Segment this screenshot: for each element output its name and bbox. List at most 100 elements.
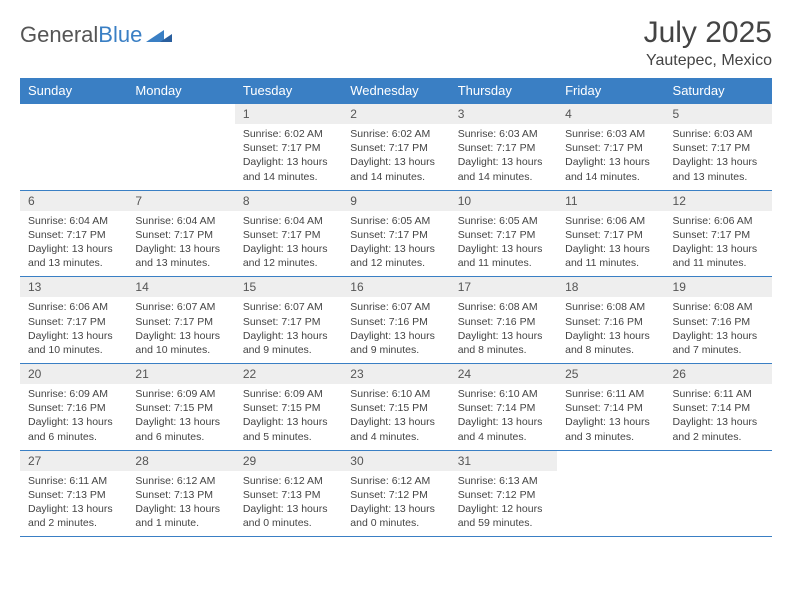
calendar-cell: 27Sunrise: 6:11 AMSunset: 7:13 PMDayligh… [20, 450, 127, 537]
calendar-cell: 2 Sunrise: 6:02 AMSunset: 7:17 PMDaylight… [342, 104, 449, 191]
day-body: Sunrise: 6:10 AMSunset: 7:15 PMDaylight:… [342, 384, 449, 450]
calendar-cell: 14Sunrise: 6:07 AMSunset: 7:17 PMDayligh… [127, 277, 234, 364]
sunrise-text: Sunrise: 6:06 AM [565, 214, 656, 228]
day-number: 25 [557, 364, 664, 384]
calendar-cell: 15Sunrise: 6:07 AMSunset: 7:17 PMDayligh… [235, 277, 342, 364]
day-body: Sunrise: 6:05 AMSunset: 7:17 PMDaylight:… [342, 211, 449, 277]
sunset-text: Sunset: 7:17 PM [243, 228, 334, 242]
brand-general: General [20, 22, 98, 47]
daylight-text: Daylight: 13 hours and 11 minutes. [565, 242, 656, 270]
daylight-text: Daylight: 13 hours and 12 minutes. [243, 242, 334, 270]
day-body: Sunrise: 6:08 AMSunset: 7:16 PMDaylight:… [557, 297, 664, 363]
sunrise-text: Sunrise: 6:08 AM [673, 300, 764, 314]
brand-mark-icon [146, 24, 172, 47]
daylight-text: Daylight: 13 hours and 8 minutes. [458, 329, 549, 357]
header: GeneralBlue July 2025 Yautepec, Mexico [20, 16, 772, 70]
daylight-text: Daylight: 13 hours and 14 minutes. [565, 155, 656, 183]
brand-blue: Blue [98, 22, 142, 47]
daylight-text: Daylight: 12 hours and 59 minutes. [458, 502, 549, 530]
sunset-text: Sunset: 7:16 PM [565, 315, 656, 329]
day-number: 8 [235, 191, 342, 211]
calendar-cell: 3Sunrise: 6:03 AMSunset: 7:17 PMDaylight… [450, 104, 557, 191]
sunrise-text: Sunrise: 6:13 AM [458, 474, 549, 488]
day-number: 28 [127, 451, 234, 471]
sunrise-text: Sunrise: 6:07 AM [243, 300, 334, 314]
daylight-text: Daylight: 13 hours and 3 minutes. [565, 415, 656, 443]
day-number: 2 [342, 104, 449, 124]
calendar-cell: 28Sunrise: 6:12 AMSunset: 7:13 PMDayligh… [127, 450, 234, 537]
day-body: Sunrise: 6:03 AMSunset: 7:17 PMDaylight:… [450, 124, 557, 190]
daylight-text: Daylight: 13 hours and 8 minutes. [565, 329, 656, 357]
sunrise-text: Sunrise: 6:12 AM [350, 474, 441, 488]
daylight-text: Daylight: 13 hours and 13 minutes. [28, 242, 119, 270]
page-subtitle: Yautepec, Mexico [644, 52, 772, 70]
sunrise-text: Sunrise: 6:06 AM [28, 300, 119, 314]
calendar-table: Sunday Monday Tuesday Wednesday Thursday… [20, 78, 772, 537]
day-number: 3 [450, 104, 557, 124]
calendar-cell [20, 104, 127, 191]
daylight-text: Daylight: 13 hours and 7 minutes. [673, 329, 764, 357]
day-body: Sunrise: 6:08 AMSunset: 7:16 PMDaylight:… [450, 297, 557, 363]
day-body: Sunrise: 6:10 AMSunset: 7:14 PMDaylight:… [450, 384, 557, 450]
daylight-text: Daylight: 13 hours and 4 minutes. [458, 415, 549, 443]
calendar-week-row: 20Sunrise: 6:09 AMSunset: 7:16 PMDayligh… [20, 364, 772, 451]
calendar-week-row: 6Sunrise: 6:04 AMSunset: 7:17 PMDaylight… [20, 190, 772, 277]
calendar-week-row: 1Sunrise: 6:02 AMSunset: 7:17 PMDaylight… [20, 104, 772, 191]
sunset-text: Sunset: 7:16 PM [350, 315, 441, 329]
sunrise-text: Sunrise: 6:05 AM [458, 214, 549, 228]
day-number: 26 [665, 364, 772, 384]
daylight-text: Daylight: 13 hours and 13 minutes. [673, 155, 764, 183]
day-number: 5 [665, 104, 772, 124]
day-body: Sunrise: 6:13 AMSunset: 7:12 PMDaylight:… [450, 471, 557, 537]
day-number: 4 [557, 104, 664, 124]
day-body: Sunrise: 6:05 AMSunset: 7:17 PMDaylight:… [450, 211, 557, 277]
sunset-text: Sunset: 7:14 PM [458, 401, 549, 415]
sunrise-text: Sunrise: 6:09 AM [243, 387, 334, 401]
sunset-text: Sunset: 7:17 PM [458, 141, 549, 155]
calendar-body: 1Sunrise: 6:02 AMSunset: 7:17 PMDaylight… [20, 104, 772, 537]
sunset-text: Sunset: 7:14 PM [565, 401, 656, 415]
sunset-text: Sunset: 7:16 PM [458, 315, 549, 329]
sunrise-text: Sunrise: 6:09 AM [28, 387, 119, 401]
daylight-text: Daylight: 13 hours and 12 minutes. [350, 242, 441, 270]
day-body: Sunrise: 6:12 AMSunset: 7:13 PMDaylight:… [235, 471, 342, 537]
sunset-text: Sunset: 7:17 PM [135, 315, 226, 329]
calendar-cell: 7Sunrise: 6:04 AMSunset: 7:17 PMDaylight… [127, 190, 234, 277]
day-body: Sunrise: 6:02 AMSunset: 7:17 PMDaylight:… [235, 124, 342, 190]
daylight-text: Daylight: 13 hours and 9 minutes. [350, 329, 441, 357]
sunrise-text: Sunrise: 6:09 AM [135, 387, 226, 401]
daylight-text: Daylight: 13 hours and 11 minutes. [458, 242, 549, 270]
sunset-text: Sunset: 7:14 PM [673, 401, 764, 415]
calendar-cell: 31Sunrise: 6:13 AMSunset: 7:12 PMDayligh… [450, 450, 557, 537]
day-body: Sunrise: 6:07 AMSunset: 7:16 PMDaylight:… [342, 297, 449, 363]
day-header: Friday [557, 78, 664, 104]
sunrise-text: Sunrise: 6:02 AM [350, 127, 441, 141]
day-number: 29 [235, 451, 342, 471]
title-block: July 2025 Yautepec, Mexico [644, 16, 772, 70]
daylight-text: Daylight: 13 hours and 14 minutes. [350, 155, 441, 183]
day-number: 27 [20, 451, 127, 471]
sunrise-text: Sunrise: 6:04 AM [243, 214, 334, 228]
sunrise-text: Sunrise: 6:03 AM [565, 127, 656, 141]
sunrise-text: Sunrise: 6:08 AM [565, 300, 656, 314]
calendar-cell: 21Sunrise: 6:09 AMSunset: 7:15 PMDayligh… [127, 364, 234, 451]
day-number: 23 [342, 364, 449, 384]
sunset-text: Sunset: 7:16 PM [673, 315, 764, 329]
sunset-text: Sunset: 7:17 PM [565, 228, 656, 242]
day-header: Thursday [450, 78, 557, 104]
day-number: 17 [450, 277, 557, 297]
calendar-cell: 11Sunrise: 6:06 AMSunset: 7:17 PMDayligh… [557, 190, 664, 277]
calendar-cell: 23Sunrise: 6:10 AMSunset: 7:15 PMDayligh… [342, 364, 449, 451]
sunset-text: Sunset: 7:12 PM [350, 488, 441, 502]
daylight-text: Daylight: 13 hours and 10 minutes. [28, 329, 119, 357]
day-body: Sunrise: 6:09 AMSunset: 7:16 PMDaylight:… [20, 384, 127, 450]
page-title: July 2025 [644, 16, 772, 50]
daylight-text: Daylight: 13 hours and 6 minutes. [28, 415, 119, 443]
calendar-cell: 30Sunrise: 6:12 AMSunset: 7:12 PMDayligh… [342, 450, 449, 537]
sunrise-text: Sunrise: 6:11 AM [565, 387, 656, 401]
calendar-cell: 16Sunrise: 6:07 AMSunset: 7:16 PMDayligh… [342, 277, 449, 364]
sunrise-text: Sunrise: 6:03 AM [673, 127, 764, 141]
day-body: Sunrise: 6:04 AMSunset: 7:17 PMDaylight:… [127, 211, 234, 277]
sunset-text: Sunset: 7:17 PM [350, 141, 441, 155]
day-number: 24 [450, 364, 557, 384]
